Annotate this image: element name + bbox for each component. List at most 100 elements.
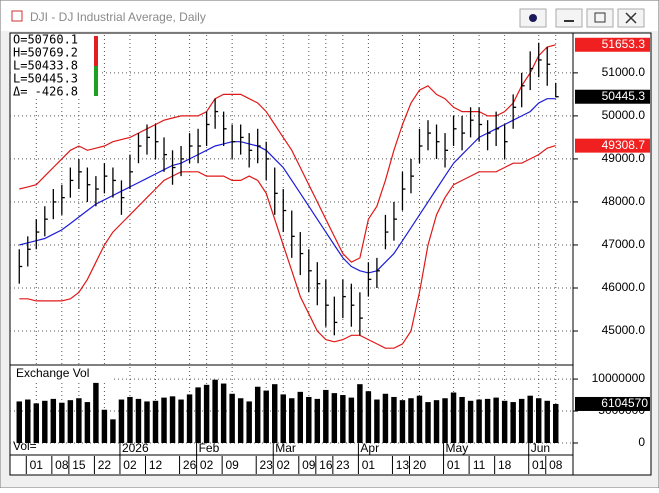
info-box <box>11 34 101 98</box>
title-bar <box>1 1 658 31</box>
x-tick-label: 01 <box>447 458 461 472</box>
volume-bar <box>118 399 125 443</box>
info-marker-down <box>94 66 98 96</box>
volume-bar <box>76 398 82 443</box>
volume-bar <box>340 395 346 443</box>
x-tick-label: 22 <box>98 458 112 472</box>
volume-bar <box>127 396 133 443</box>
info-text: L=50433.8 <box>13 59 78 73</box>
volume-bar <box>101 409 108 443</box>
y-tick-label: 48000.0 <box>602 194 646 208</box>
period-label: Jun <box>531 441 550 455</box>
plot-layer: 01 08 15 22 02 12 26 02 09 23 02 09 16 23 01 13 20 01 11 18… <box>10 33 650 474</box>
y-tick-label: 45000.0 <box>602 323 646 337</box>
volume-bar <box>544 400 550 443</box>
volume-bar <box>195 387 201 443</box>
x-tick-label: 08 <box>55 458 69 472</box>
volume-bar <box>391 396 397 443</box>
x-tick-label: 23 <box>336 458 350 472</box>
x-tick-label: 13 <box>396 458 410 472</box>
x-tick-label: 02 <box>200 458 214 472</box>
volume-bar <box>433 400 440 443</box>
volume-bar <box>203 384 210 443</box>
x-tick-label: 02 <box>277 458 291 472</box>
volume-bar <box>186 394 193 443</box>
volume-bar <box>297 391 303 443</box>
volume-bar <box>535 398 542 443</box>
x-tick-label: 15 <box>72 458 86 472</box>
x-tick-label: 23 <box>260 458 274 472</box>
panel-title: Exchange Vol <box>16 366 89 380</box>
info-marker-up <box>94 36 98 66</box>
window-title: DJI - DJ Industrial Average, Daily <box>30 10 206 24</box>
value-box-label: 50445.3 <box>602 89 646 103</box>
window-icon <box>11 10 23 22</box>
volume-bar <box>314 398 321 443</box>
indicator-line <box>19 44 556 263</box>
volume-bar <box>518 398 525 443</box>
value-box <box>575 396 650 411</box>
volume-bar <box>425 402 431 443</box>
volume-bar <box>510 402 516 443</box>
y-tick-label: 10000000 <box>592 371 646 385</box>
info-text: L=50445.3 <box>13 72 78 86</box>
volume-bar <box>280 394 286 443</box>
restore-button[interactable] <box>586 8 614 28</box>
volume-bar <box>382 393 389 443</box>
minimize-button[interactable] <box>555 8 583 28</box>
link-dot <box>529 14 537 22</box>
indicator-line <box>19 145 556 349</box>
volume-bar <box>493 397 499 443</box>
volume-bar <box>484 398 491 443</box>
volume-bar <box>59 402 65 443</box>
value-box-label: 6104570 <box>601 396 648 410</box>
volume-bar <box>399 400 406 443</box>
volume-bar <box>246 401 252 443</box>
indicator-line <box>19 98 556 274</box>
volume-bar <box>229 393 235 443</box>
volume-bar <box>501 400 508 443</box>
value-box-label: 49308.7 <box>602 138 646 152</box>
x-tick-label: 02 <box>123 458 137 472</box>
volume-bar <box>169 396 176 443</box>
y-tick-label: 49000.0 <box>602 151 646 165</box>
volume-bar <box>331 393 338 443</box>
volume-bar <box>152 400 159 443</box>
volume-bar <box>459 396 465 443</box>
volume-bar <box>553 403 559 443</box>
volume-bar <box>110 419 116 443</box>
value-box <box>575 37 650 52</box>
x-tick-label: 09 <box>302 458 316 472</box>
x-tick-label: 01 <box>362 458 376 472</box>
info-text: H=50769.2 <box>13 46 78 60</box>
volume-bar <box>220 383 227 443</box>
y-tick-label: 47000.0 <box>602 237 646 251</box>
value-box <box>575 138 650 153</box>
y-tick-label: 0 <box>638 435 645 449</box>
volume-bar <box>306 396 312 443</box>
volume-bar <box>263 390 269 443</box>
value-box <box>575 89 650 104</box>
volume-bar <box>476 399 482 443</box>
volume-bar <box>442 398 448 443</box>
volume-bar <box>357 384 363 443</box>
x-tick-label: 26 <box>183 458 197 472</box>
x-tick-label: 20 <box>413 458 427 472</box>
x-tick-label: 01 <box>532 458 546 472</box>
volume-bar <box>212 379 218 443</box>
volume-bar <box>33 403 40 443</box>
volume-bar <box>50 398 57 443</box>
volume-bar <box>84 402 91 443</box>
volume-bar <box>237 398 244 443</box>
panel-caption: Vol= <box>13 439 37 453</box>
volume-bar <box>323 389 329 443</box>
period-label: Apr <box>360 441 379 455</box>
volume-bar <box>348 397 355 443</box>
volume-bar <box>67 400 74 443</box>
y-tick-label: 46000.0 <box>602 280 646 294</box>
volume-bar <box>272 384 278 443</box>
volume-bar <box>178 399 184 443</box>
volume-bar <box>416 395 423 443</box>
volume-bar <box>135 398 142 443</box>
